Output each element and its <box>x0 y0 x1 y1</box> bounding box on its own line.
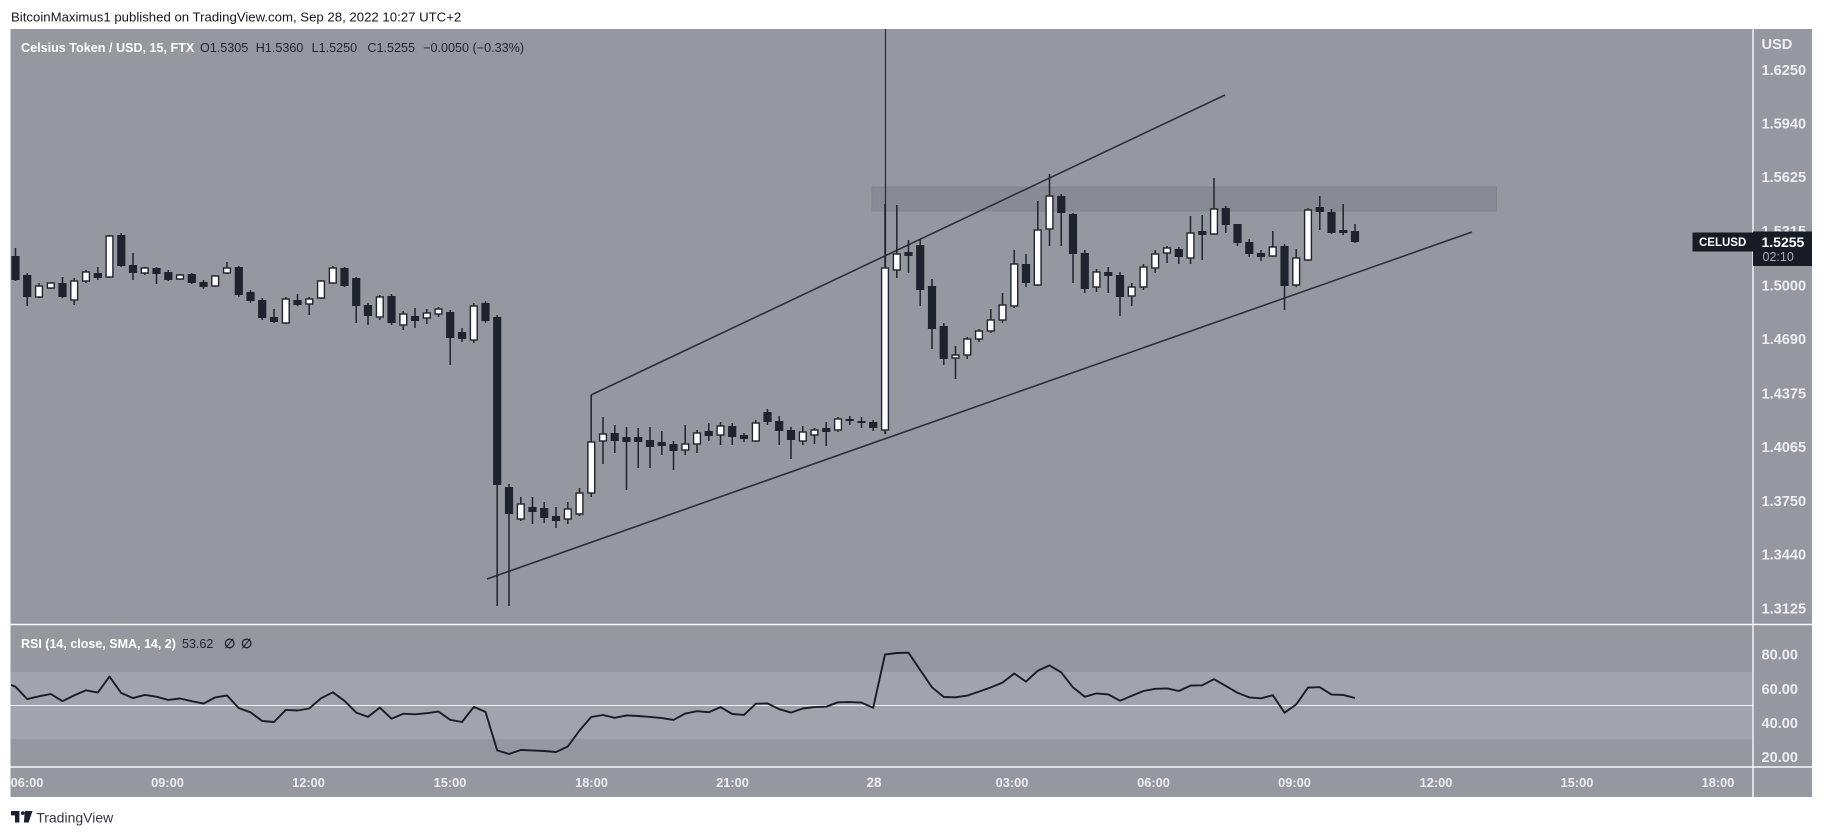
svg-text:53.62: 53.62 <box>182 637 213 651</box>
svg-text:1.3440: 1.3440 <box>1762 548 1807 564</box>
svg-text:21:00: 21:00 <box>716 775 749 790</box>
svg-text:1.5625: 1.5625 <box>1762 170 1807 186</box>
svg-text:−0.0050 (−0.33%): −0.0050 (−0.33%) <box>423 41 524 55</box>
svg-text:80.00: 80.00 <box>1762 648 1799 664</box>
svg-text:40.00: 40.00 <box>1762 716 1799 732</box>
svg-text:1.5940: 1.5940 <box>1762 117 1807 133</box>
svg-text:15:00: 15:00 <box>1561 775 1594 790</box>
svg-text:15:00: 15:00 <box>434 775 467 790</box>
svg-text:18:00: 18:00 <box>1702 775 1735 790</box>
svg-text:12:00: 12:00 <box>1420 775 1453 790</box>
svg-text:06:00: 06:00 <box>1137 775 1170 790</box>
svg-text:O1.5305: O1.5305 <box>200 41 248 55</box>
svg-text:06:00: 06:00 <box>11 775 44 790</box>
svg-text:12:00: 12:00 <box>292 775 325 790</box>
svg-text:02:10: 02:10 <box>1763 250 1794 264</box>
svg-text:1.6250: 1.6250 <box>1762 63 1807 79</box>
svg-text:TradingView: TradingView <box>36 810 114 826</box>
svg-text:∅: ∅ <box>241 636 252 651</box>
svg-text:1.3750: 1.3750 <box>1762 494 1807 510</box>
svg-text:1.4375: 1.4375 <box>1762 387 1807 403</box>
svg-text:1.5255: 1.5255 <box>1762 234 1805 250</box>
svg-text:60.00: 60.00 <box>1762 682 1799 698</box>
svg-text:C1.5255: C1.5255 <box>367 41 415 55</box>
svg-text:1.4690: 1.4690 <box>1762 332 1807 348</box>
svg-text:RSI (14, close, SMA, 14, 2): RSI (14, close, SMA, 14, 2) <box>21 637 176 651</box>
svg-text:20.00: 20.00 <box>1762 750 1799 766</box>
svg-text:1.3125: 1.3125 <box>1762 602 1807 618</box>
svg-text:L1.5250: L1.5250 <box>312 41 358 55</box>
svg-text:USD: USD <box>1762 37 1793 53</box>
svg-text:∅: ∅ <box>224 636 235 651</box>
svg-text:BitcoinMaximus1 published on T: BitcoinMaximus1 published on TradingView… <box>11 10 461 25</box>
svg-text:09:00: 09:00 <box>1278 775 1311 790</box>
svg-text:18:00: 18:00 <box>575 775 608 790</box>
svg-text:H1.5360: H1.5360 <box>256 41 304 55</box>
svg-text:1.5000: 1.5000 <box>1762 279 1807 295</box>
svg-text:03:00: 03:00 <box>996 775 1029 790</box>
svg-text:Celsius Token / USD, 15, FTX: Celsius Token / USD, 15, FTX <box>21 41 195 55</box>
svg-text:28: 28 <box>866 775 882 790</box>
svg-text:1.4065: 1.4065 <box>1762 440 1807 456</box>
svg-text:09:00: 09:00 <box>151 775 184 790</box>
svg-text:CELUSD: CELUSD <box>1699 237 1746 249</box>
